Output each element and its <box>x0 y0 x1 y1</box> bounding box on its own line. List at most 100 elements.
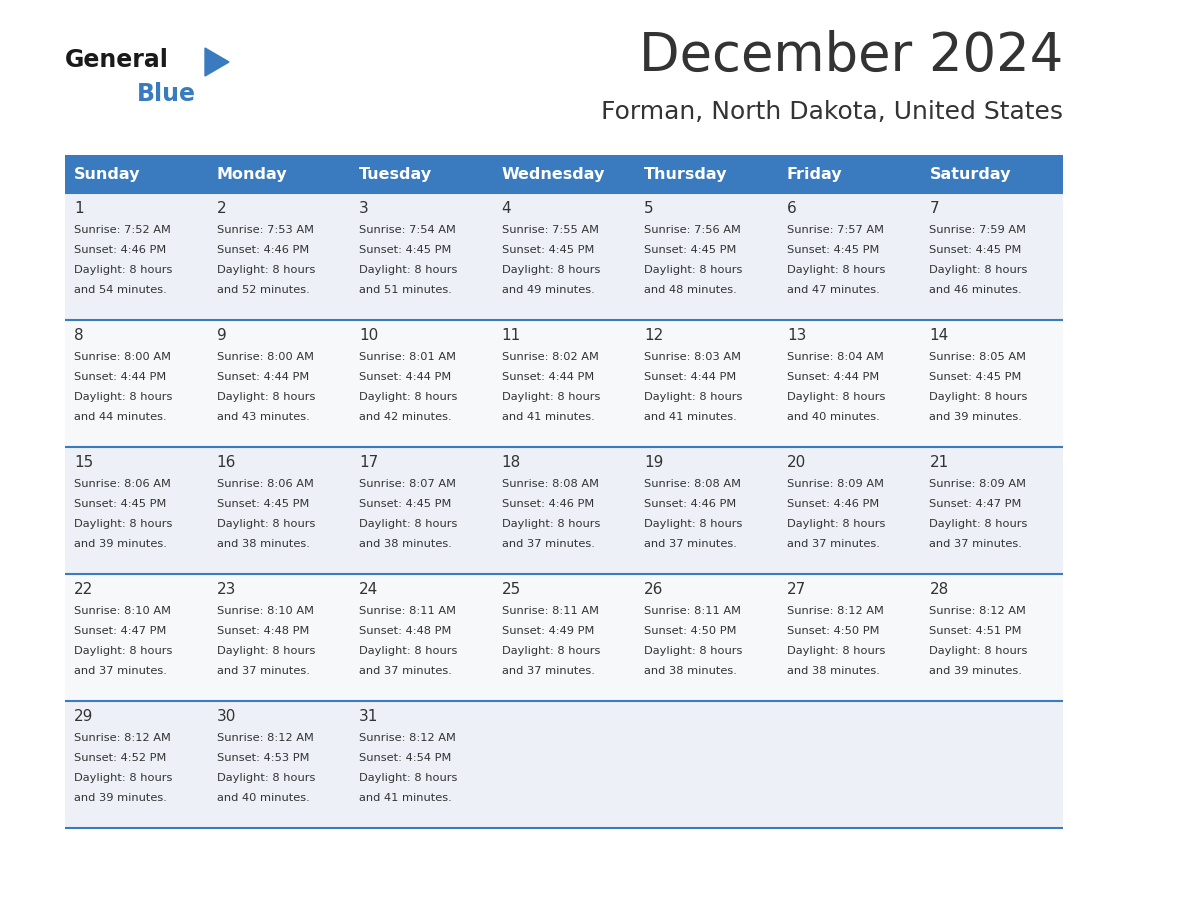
Text: and 37 minutes.: and 37 minutes. <box>644 539 738 549</box>
Text: Sunset: 4:46 PM: Sunset: 4:46 PM <box>74 245 166 255</box>
Text: Daylight: 8 hours: Daylight: 8 hours <box>216 392 315 402</box>
Bar <box>493 320 636 447</box>
Text: Sunset: 4:50 PM: Sunset: 4:50 PM <box>786 626 879 636</box>
Text: Sunset: 4:51 PM: Sunset: 4:51 PM <box>929 626 1022 636</box>
Text: 1: 1 <box>74 201 83 216</box>
Text: Sunrise: 8:03 AM: Sunrise: 8:03 AM <box>644 352 741 362</box>
Bar <box>778 155 921 193</box>
Text: Sunset: 4:45 PM: Sunset: 4:45 PM <box>929 245 1022 255</box>
Text: and 47 minutes.: and 47 minutes. <box>786 285 879 295</box>
Text: Saturday: Saturday <box>929 166 1011 182</box>
Text: 27: 27 <box>786 582 807 597</box>
Bar <box>65 155 208 193</box>
Text: Daylight: 8 hours: Daylight: 8 hours <box>501 392 600 402</box>
Text: and 37 minutes.: and 37 minutes. <box>216 666 309 676</box>
Text: Sunset: 4:47 PM: Sunset: 4:47 PM <box>929 499 1022 509</box>
Text: December 2024: December 2024 <box>639 30 1063 82</box>
Text: 22: 22 <box>74 582 93 597</box>
Text: Sunrise: 8:00 AM: Sunrise: 8:00 AM <box>74 352 171 362</box>
Text: Sunset: 4:53 PM: Sunset: 4:53 PM <box>216 753 309 763</box>
Bar <box>350 447 493 574</box>
Text: and 41 minutes.: and 41 minutes. <box>501 412 594 422</box>
Bar <box>778 320 921 447</box>
Text: Sunrise: 7:52 AM: Sunrise: 7:52 AM <box>74 225 171 235</box>
Text: 11: 11 <box>501 328 522 343</box>
Text: Daylight: 8 hours: Daylight: 8 hours <box>786 392 885 402</box>
Bar <box>350 155 493 193</box>
Text: Sunrise: 8:06 AM: Sunrise: 8:06 AM <box>74 479 171 489</box>
Text: and 48 minutes.: and 48 minutes. <box>644 285 737 295</box>
Text: Daylight: 8 hours: Daylight: 8 hours <box>644 519 742 529</box>
Text: Sunset: 4:46 PM: Sunset: 4:46 PM <box>644 499 737 509</box>
Text: 5: 5 <box>644 201 653 216</box>
Bar <box>493 447 636 574</box>
Text: Blue: Blue <box>137 82 196 106</box>
Text: 7: 7 <box>929 201 939 216</box>
Text: Sunset: 4:52 PM: Sunset: 4:52 PM <box>74 753 166 763</box>
Bar <box>208 155 350 193</box>
Text: Sunset: 4:54 PM: Sunset: 4:54 PM <box>359 753 451 763</box>
Text: 6: 6 <box>786 201 797 216</box>
Text: Daylight: 8 hours: Daylight: 8 hours <box>929 265 1028 275</box>
Text: and 42 minutes.: and 42 minutes. <box>359 412 451 422</box>
Text: 12: 12 <box>644 328 664 343</box>
Text: Sunrise: 8:08 AM: Sunrise: 8:08 AM <box>501 479 599 489</box>
Text: 4: 4 <box>501 201 511 216</box>
Text: 3: 3 <box>359 201 369 216</box>
Text: Sunset: 4:44 PM: Sunset: 4:44 PM <box>501 372 594 382</box>
Text: and 38 minutes.: and 38 minutes. <box>786 666 880 676</box>
Text: Sunrise: 8:00 AM: Sunrise: 8:00 AM <box>216 352 314 362</box>
Bar <box>493 155 636 193</box>
Text: and 37 minutes.: and 37 minutes. <box>929 539 1023 549</box>
Text: 14: 14 <box>929 328 949 343</box>
Text: and 52 minutes.: and 52 minutes. <box>216 285 309 295</box>
Text: Sunrise: 8:11 AM: Sunrise: 8:11 AM <box>359 606 456 616</box>
Bar <box>778 447 921 574</box>
Text: Daylight: 8 hours: Daylight: 8 hours <box>359 519 457 529</box>
Bar <box>921 447 1063 574</box>
Text: Daylight: 8 hours: Daylight: 8 hours <box>644 265 742 275</box>
Text: Daylight: 8 hours: Daylight: 8 hours <box>929 392 1028 402</box>
Text: Daylight: 8 hours: Daylight: 8 hours <box>501 265 600 275</box>
Text: Daylight: 8 hours: Daylight: 8 hours <box>216 519 315 529</box>
Text: 10: 10 <box>359 328 379 343</box>
Text: and 39 minutes.: and 39 minutes. <box>74 793 166 803</box>
Bar <box>350 193 493 320</box>
Text: Sunset: 4:46 PM: Sunset: 4:46 PM <box>216 245 309 255</box>
Text: 15: 15 <box>74 455 93 470</box>
Text: 21: 21 <box>929 455 949 470</box>
Text: Sunset: 4:44 PM: Sunset: 4:44 PM <box>359 372 451 382</box>
Text: Sunrise: 8:09 AM: Sunrise: 8:09 AM <box>786 479 884 489</box>
Text: Sunset: 4:46 PM: Sunset: 4:46 PM <box>501 499 594 509</box>
Text: Daylight: 8 hours: Daylight: 8 hours <box>74 392 172 402</box>
Text: and 39 minutes.: and 39 minutes. <box>929 412 1023 422</box>
Text: Daylight: 8 hours: Daylight: 8 hours <box>359 265 457 275</box>
Text: and 37 minutes.: and 37 minutes. <box>74 666 166 676</box>
Text: Sunrise: 8:12 AM: Sunrise: 8:12 AM <box>359 733 456 743</box>
Bar <box>636 447 778 574</box>
Bar <box>65 447 208 574</box>
Text: Sunrise: 8:12 AM: Sunrise: 8:12 AM <box>216 733 314 743</box>
Text: Sunset: 4:45 PM: Sunset: 4:45 PM <box>359 245 451 255</box>
Text: 25: 25 <box>501 582 522 597</box>
Text: and 43 minutes.: and 43 minutes. <box>216 412 309 422</box>
Bar <box>921 155 1063 193</box>
Text: Sunrise: 8:12 AM: Sunrise: 8:12 AM <box>786 606 884 616</box>
Text: Sunset: 4:44 PM: Sunset: 4:44 PM <box>644 372 737 382</box>
Text: and 38 minutes.: and 38 minutes. <box>216 539 309 549</box>
Bar <box>493 574 636 701</box>
Text: Daylight: 8 hours: Daylight: 8 hours <box>359 773 457 783</box>
Text: Sunrise: 8:12 AM: Sunrise: 8:12 AM <box>74 733 171 743</box>
Text: Wednesday: Wednesday <box>501 166 605 182</box>
Text: Daylight: 8 hours: Daylight: 8 hours <box>359 392 457 402</box>
Text: Sunday: Sunday <box>74 166 140 182</box>
Text: and 46 minutes.: and 46 minutes. <box>929 285 1022 295</box>
Text: Daylight: 8 hours: Daylight: 8 hours <box>501 519 600 529</box>
Text: Sunrise: 7:59 AM: Sunrise: 7:59 AM <box>929 225 1026 235</box>
Text: Daylight: 8 hours: Daylight: 8 hours <box>786 646 885 656</box>
Bar <box>493 701 636 828</box>
Bar <box>65 574 208 701</box>
Text: Daylight: 8 hours: Daylight: 8 hours <box>216 773 315 783</box>
Text: Sunrise: 8:05 AM: Sunrise: 8:05 AM <box>929 352 1026 362</box>
Text: and 51 minutes.: and 51 minutes. <box>359 285 451 295</box>
